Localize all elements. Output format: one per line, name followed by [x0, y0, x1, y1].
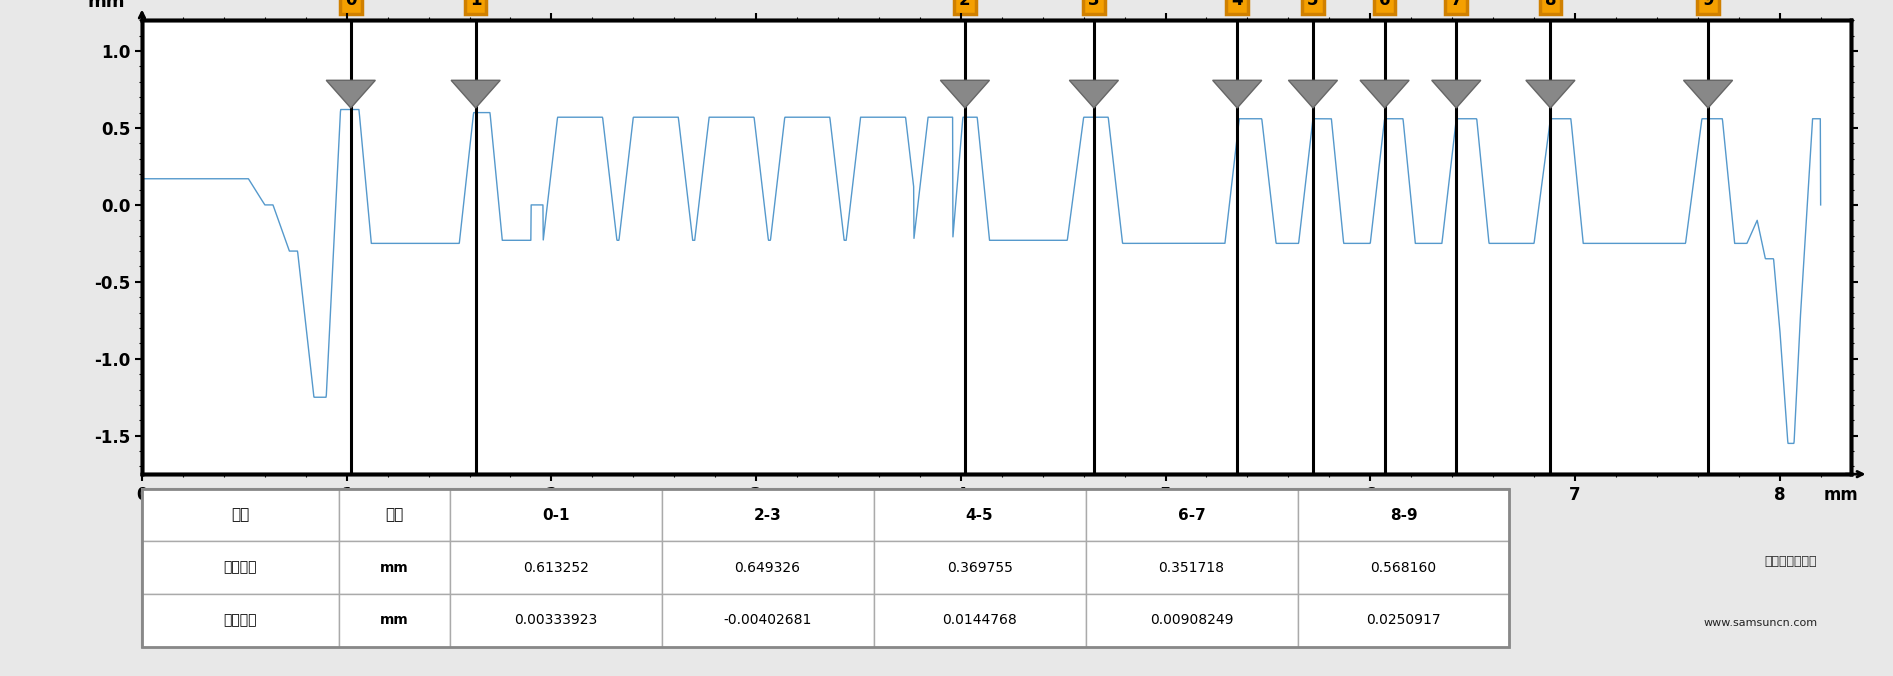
Text: 三盘鑫光电科技: 三盘鑫光电科技: [1764, 555, 1817, 568]
Polygon shape: [1526, 80, 1575, 108]
FancyBboxPatch shape: [451, 541, 663, 594]
Text: mm: mm: [380, 560, 409, 575]
Text: 3: 3: [1088, 0, 1100, 9]
Text: 4: 4: [1230, 0, 1244, 9]
FancyBboxPatch shape: [339, 489, 451, 541]
FancyBboxPatch shape: [873, 489, 1085, 541]
Text: 4-5: 4-5: [965, 508, 994, 523]
FancyBboxPatch shape: [339, 541, 451, 594]
FancyBboxPatch shape: [142, 541, 339, 594]
FancyBboxPatch shape: [1085, 594, 1297, 647]
Text: mm: mm: [380, 613, 409, 627]
Text: www.samsuncn.com: www.samsuncn.com: [1704, 618, 1817, 628]
FancyBboxPatch shape: [451, 489, 663, 541]
Text: 8: 8: [1545, 0, 1556, 9]
FancyBboxPatch shape: [1297, 541, 1509, 594]
FancyBboxPatch shape: [1297, 594, 1509, 647]
Text: 5: 5: [1308, 0, 1319, 9]
Text: 0.0250917: 0.0250917: [1367, 613, 1441, 627]
FancyBboxPatch shape: [873, 594, 1085, 647]
Text: 0.00908249: 0.00908249: [1149, 613, 1232, 627]
Text: 单位: 单位: [384, 508, 403, 523]
Text: -0.00402681: -0.00402681: [723, 613, 812, 627]
Polygon shape: [1431, 80, 1480, 108]
Polygon shape: [1683, 80, 1732, 108]
FancyBboxPatch shape: [339, 594, 451, 647]
Polygon shape: [1289, 80, 1338, 108]
Polygon shape: [941, 80, 990, 108]
Text: 8-9: 8-9: [1389, 508, 1418, 523]
Text: 0.613252: 0.613252: [522, 560, 589, 575]
FancyBboxPatch shape: [142, 489, 1509, 647]
FancyBboxPatch shape: [1297, 489, 1509, 541]
Polygon shape: [1359, 80, 1408, 108]
Text: 高度变化: 高度变化: [223, 613, 257, 627]
FancyBboxPatch shape: [663, 594, 873, 647]
Text: 水平距离: 水平距离: [223, 560, 257, 575]
Text: 0: 0: [345, 0, 356, 9]
Text: 2-3: 2-3: [753, 508, 782, 523]
FancyBboxPatch shape: [663, 541, 873, 594]
Text: 0.369755: 0.369755: [946, 560, 1013, 575]
Polygon shape: [451, 80, 500, 108]
Text: 0.0144768: 0.0144768: [943, 613, 1017, 627]
Text: 9: 9: [1702, 0, 1713, 9]
FancyBboxPatch shape: [873, 541, 1085, 594]
Text: mm: mm: [87, 0, 125, 11]
FancyBboxPatch shape: [142, 594, 339, 647]
FancyBboxPatch shape: [451, 594, 663, 647]
Polygon shape: [1070, 80, 1119, 108]
Text: 6-7: 6-7: [1177, 508, 1206, 523]
Text: 0.649326: 0.649326: [734, 560, 801, 575]
Text: 7: 7: [1450, 0, 1461, 9]
Text: 2: 2: [960, 0, 971, 9]
Text: 6: 6: [1378, 0, 1389, 9]
Text: mm: mm: [1823, 487, 1859, 504]
Text: 0.00333923: 0.00333923: [515, 613, 598, 627]
Text: 0.568160: 0.568160: [1371, 560, 1437, 575]
Text: 参数: 参数: [231, 508, 250, 523]
FancyBboxPatch shape: [663, 489, 873, 541]
FancyBboxPatch shape: [142, 489, 339, 541]
FancyBboxPatch shape: [1085, 541, 1297, 594]
FancyBboxPatch shape: [1085, 489, 1297, 541]
Text: 0.351718: 0.351718: [1159, 560, 1225, 575]
Polygon shape: [1213, 80, 1263, 108]
Text: 0-1: 0-1: [541, 508, 570, 523]
Text: 1: 1: [469, 0, 481, 9]
Polygon shape: [326, 80, 375, 108]
